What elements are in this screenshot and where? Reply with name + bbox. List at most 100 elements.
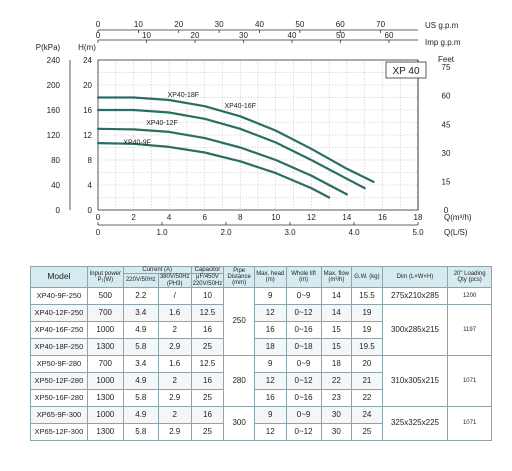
tick-label-us: 60 — [336, 20, 345, 29]
curve-label: XP40-12F — [146, 120, 178, 127]
model-cell: XP40-12F-250 — [30, 303, 88, 322]
chart-tick-labels: 0 2 4 6 8 10 12 14 16 18 Q(m³/h)0 1.0 2.0 3.0 4.0 5.0 Q(… — [36, 20, 472, 237]
chart-axes — [69, 29, 419, 226]
gw-cell: 19 — [351, 303, 383, 322]
table-row: XP40-9F-250 500 2.2 / 10 250 9 0~9 14 15… — [30, 286, 492, 356]
lift-cell: 0~12 — [285, 303, 322, 322]
pump-performance-chart: 0 2 4 6 8 10 12 14 16 18 Q(m³/h)0 1.0 2.0 3.0 4.0 5.0 Q(… — [36, 20, 472, 237]
model-cell: XP65-12F-300 — [30, 422, 88, 441]
axis-label-head: H(m) — [78, 43, 96, 52]
curve-labels: XP40-18F XP40-16F XP40-12F XP40-9F — [123, 92, 256, 147]
header-max-flow: Max. flow (m³/h) — [320, 266, 353, 288]
tick-label-head: 20 — [83, 81, 92, 90]
pump-curves — [96, 96, 375, 199]
lift-cell: 0~12 — [285, 371, 322, 390]
curve-label: XP40-16F — [224, 103, 256, 110]
current-1ph-cell: 4.9 — [122, 320, 159, 339]
pipe-distance-cell: 300 — [223, 405, 255, 441]
capacitor-cell: 16 — [190, 320, 225, 339]
model-cell: XP50-9F-280 — [30, 354, 88, 373]
flow-cell: 18 — [320, 354, 353, 373]
lift-cell: 0~16 — [285, 388, 322, 407]
tick-label-head: 16 — [83, 106, 92, 115]
gw-cell: 15.5 — [351, 286, 383, 305]
tick-label-us: 70 — [376, 20, 385, 29]
capacitor-cell: 12.5 — [190, 303, 225, 322]
tick-label-ls: 3.0 — [284, 228, 296, 237]
head-cell: 12 — [253, 303, 287, 322]
axis-label-imp: Imp g.p.m — [425, 38, 461, 47]
dim-cell: 275x210x285 — [381, 286, 449, 305]
header-model: Model — [30, 266, 88, 288]
flow-cell: 14 — [320, 303, 353, 322]
axis-label-us: US g.p.m — [425, 21, 459, 30]
header-capacitor: Capacitor — [190, 265, 225, 275]
capacitor-cell: 25 — [190, 422, 225, 441]
tick-label-head: 4 — [88, 181, 93, 190]
flow-cell: 23 — [320, 388, 353, 407]
power-cell: 1000 — [86, 371, 124, 390]
chart-title-box — [385, 61, 427, 79]
tick-label-kpa: 80 — [51, 156, 60, 165]
flow-cell: 15 — [320, 337, 353, 356]
tick-label-feet: 45 — [442, 120, 451, 129]
lift-cell: 0~18 — [285, 337, 322, 356]
tick-label-m3h: 18 — [414, 213, 423, 222]
current-3ph-cell: 1.6 — [157, 303, 192, 322]
qty-cell: 1197 — [447, 303, 492, 356]
head-cell: 16 — [253, 320, 287, 339]
tick-label-imp: 50 — [336, 31, 345, 40]
tick-label-imp: 10 — [142, 31, 151, 40]
tick-label-imp: 30 — [239, 31, 248, 40]
tick-label-m3h: 6 — [202, 213, 207, 222]
pump-curve-line — [96, 96, 375, 183]
qty-cell: 1071 — [447, 405, 492, 441]
capacitor-cell: 10 — [190, 286, 225, 305]
flow-cell: 14 — [320, 286, 353, 305]
header-input-power: Input power P₁(W) — [86, 266, 124, 288]
header-loading-qty: 20" Loading Qty (pcs) — [447, 266, 492, 288]
specification-table: Model Input power P₁(W) Current (A) Capa… — [30, 265, 492, 441]
tick-label-kpa: 160 — [47, 106, 61, 115]
current-3ph-cell: / — [157, 286, 192, 305]
tick-label-us: 10 — [134, 20, 143, 29]
gw-cell: 20 — [351, 354, 383, 373]
power-cell: 1000 — [86, 320, 124, 339]
tick-label-kpa: 40 — [51, 181, 60, 190]
lift-cell: 0~12 — [285, 422, 322, 441]
tick-label-imp: 0 — [96, 31, 101, 40]
tick-label-head: 8 — [88, 156, 93, 165]
pipe-distance-cell: 280 — [223, 354, 255, 407]
tick-label-m3h: 0 — [96, 213, 101, 222]
gw-cell: 19.5 — [351, 337, 383, 356]
curve-label: XP40-18F — [168, 92, 200, 99]
tick-label-us: 50 — [295, 20, 304, 29]
header-current-3ph: 380V/50Hz (PH3) — [157, 273, 192, 288]
head-cell: 9 — [253, 354, 287, 373]
tick-label-ls: 5.0 — [412, 228, 424, 237]
pump-curve-line — [96, 127, 348, 196]
chart-title: XP 40 — [392, 66, 419, 77]
curve-label: XP40-9F — [123, 139, 151, 146]
head-cell: 16 — [253, 388, 287, 407]
tick-label-kpa: 200 — [47, 81, 61, 90]
current-3ph-cell: 1.6 — [157, 354, 192, 373]
current-1ph-cell: 5.8 — [122, 422, 159, 441]
lift-cell: 0~9 — [285, 405, 322, 424]
header-dim: Dim (L×W×H) — [381, 266, 449, 288]
axis-label-feet: Feet — [438, 55, 455, 64]
head-cell: 12 — [253, 371, 287, 390]
table-row: XP50-9F-280 700 3.4 1.6 12.5 280 9 0~9 1… — [30, 354, 492, 407]
tick-label-imp: 40 — [288, 31, 297, 40]
tick-label-ls: 4.0 — [348, 228, 360, 237]
header-pipe-distance: Pipe Distance (mm) — [223, 266, 255, 288]
tick-label-ls: 1.0 — [156, 228, 168, 237]
tick-label-feet: 15 — [442, 177, 451, 186]
tick-label-us: 30 — [215, 20, 224, 29]
tick-label-m3h: 4 — [167, 213, 172, 222]
lift-cell: 0~9 — [285, 286, 322, 305]
current-1ph-cell: 5.8 — [122, 388, 159, 407]
current-1ph-cell: 4.9 — [122, 405, 159, 424]
tick-label-m3h: 14 — [342, 213, 351, 222]
power-cell: 1300 — [86, 388, 124, 407]
